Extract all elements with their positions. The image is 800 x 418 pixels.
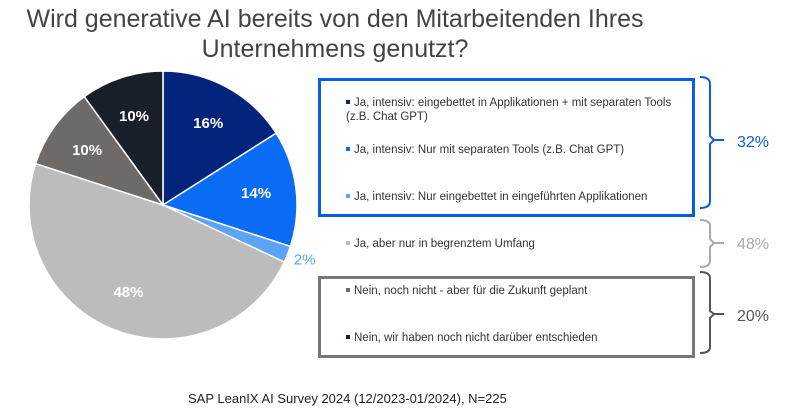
bracket-intensive <box>700 76 724 209</box>
legend-group-box-no <box>318 276 695 358</box>
data-label: 2% <box>294 251 316 268</box>
legend-label: Nein, wir haben noch nicht darüber entsc… <box>354 332 598 344</box>
data-label: 10% <box>119 108 149 125</box>
chart-title: Wird generative AI bereits von den Mitar… <box>26 5 644 63</box>
legend-item: Ja, intensiv: Nur eingebettet in eingefü… <box>346 190 691 204</box>
legend-swatch <box>346 146 350 151</box>
data-label: 10% <box>72 142 102 159</box>
legend-label: Ja, aber nur in begrenztem Umfang <box>354 238 535 250</box>
bracket-no <box>700 271 724 354</box>
legend-swatch <box>346 240 350 245</box>
legend-swatch <box>346 193 350 198</box>
legend-item: Nein, noch nicht - aber für die Zukunft … <box>346 284 691 298</box>
group-total-intensive: 32% <box>737 134 770 151</box>
data-label: 14% <box>241 185 271 202</box>
data-label: 48% <box>113 284 143 301</box>
group-brackets <box>700 76 724 354</box>
legend-label: Ja, intensiv: Nur eingebettet in eingefü… <box>354 191 648 203</box>
source-note: SAP LeanIX AI Survey 2024 (12/2023-01/20… <box>188 391 507 406</box>
legend-label: Ja, intensiv: eingebettet in Applikation… <box>346 97 672 123</box>
pie-chart: 16% 14% 2% 48% 10% 10% <box>28 70 316 340</box>
legend-swatch <box>346 334 350 339</box>
legend-item: Nein, wir haben noch nicht darüber entsc… <box>346 331 691 345</box>
group-total-limited: 48% <box>737 236 770 253</box>
data-label: 16% <box>193 115 223 132</box>
legend-swatch <box>346 99 350 104</box>
legend-group-box-intensive <box>318 78 695 217</box>
legend-item: Ja, intensiv: eingebettet in Applikation… <box>346 96 691 124</box>
legend-item: Ja, aber nur in begrenztem Umfang <box>346 237 691 251</box>
legend-label: Nein, noch nicht - aber für die Zukunft … <box>354 285 588 297</box>
legend-label: Ja, intensiv: Nur mit separaten Tools (z… <box>354 144 625 156</box>
pie-slice <box>28 162 286 340</box>
pie-slice <box>83 70 164 208</box>
pie-slice <box>161 132 298 248</box>
legend-swatch <box>346 287 350 292</box>
pie-slice <box>34 95 165 207</box>
legend-item: Ja, intensiv: Nur mit separaten Tools (z… <box>346 143 691 157</box>
bracket-limited <box>700 219 724 268</box>
pie-slice <box>162 70 278 207</box>
group-total-no: 20% <box>737 308 770 325</box>
